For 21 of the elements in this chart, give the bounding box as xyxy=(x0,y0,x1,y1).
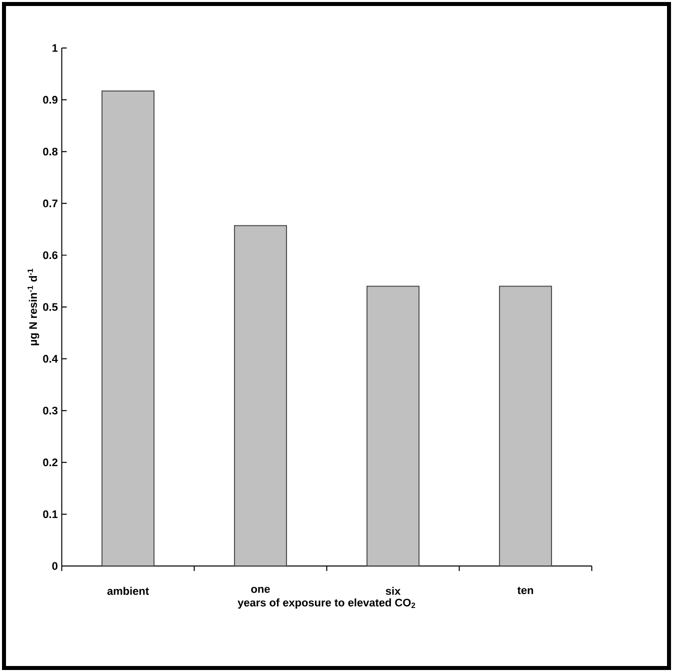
x-tick-label: ten xyxy=(517,586,534,594)
y-tick-label: 0.3 xyxy=(43,406,58,414)
y-tick-label: 0.5 xyxy=(43,303,58,311)
y-tick-label: 0.7 xyxy=(43,200,58,208)
y-tick-label: 0.6 xyxy=(43,251,58,260)
y-tick-label: 0.4 xyxy=(43,354,58,363)
x-tick-label: one xyxy=(251,586,270,593)
x-axis-title: years of exposure to elevated CO$_{2}$ xyxy=(238,598,416,609)
y-tick-label: 0.9 xyxy=(43,96,58,104)
bar xyxy=(366,286,420,566)
y-tick-label: 0 xyxy=(52,562,58,570)
x-tick-label: six xyxy=(386,586,401,595)
y-axis-title: μg N resin$^{-1}$ d$^{-1}$ xyxy=(28,268,40,346)
bar xyxy=(234,225,288,566)
y-tick-label: 0.8 xyxy=(43,148,58,156)
y-tick-label: 1 xyxy=(52,44,58,52)
bar xyxy=(102,90,154,566)
x-tick-label: ambient xyxy=(107,586,149,595)
y-tick-label: 0.1 xyxy=(43,510,58,518)
bar xyxy=(499,286,552,566)
y-tick-label: 0.2 xyxy=(43,458,58,466)
